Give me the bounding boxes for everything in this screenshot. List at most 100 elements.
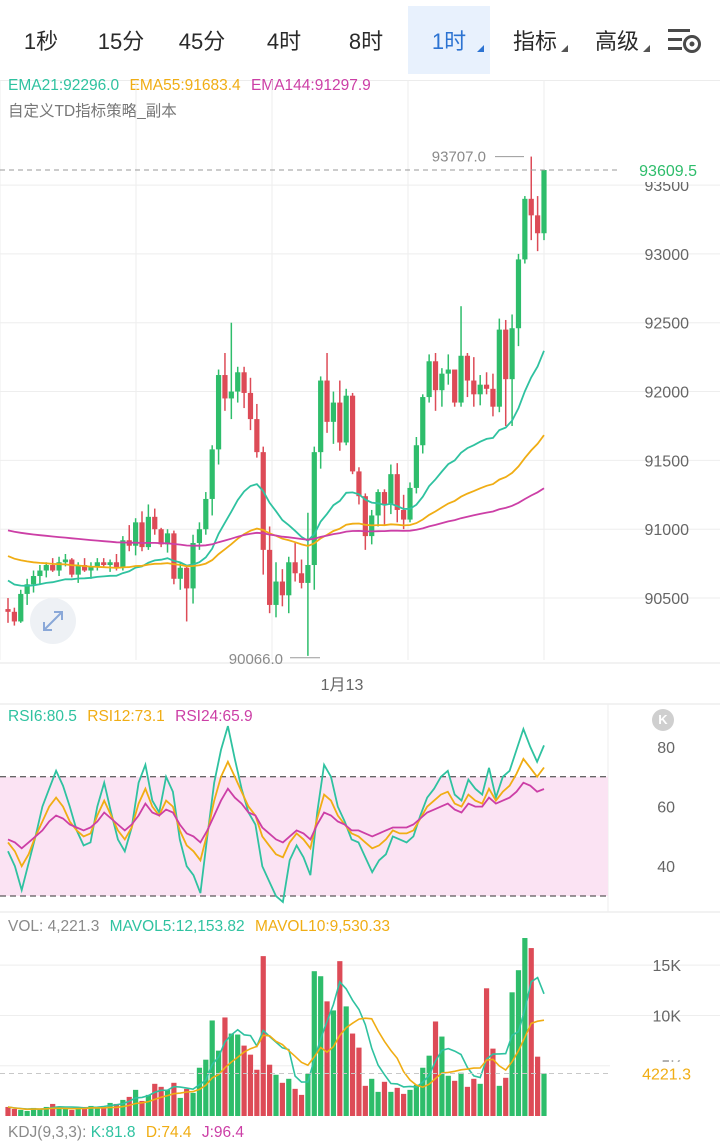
candle-body (477, 384, 483, 395)
candle-body (401, 509, 407, 520)
volume-bar (381, 1081, 388, 1116)
candles (5, 156, 547, 656)
volume-bar (458, 1072, 464, 1116)
kdj-j-value: J:96.4 (201, 1124, 245, 1141)
volume-bar (30, 1107, 37, 1116)
last-price-tag-bg (620, 157, 720, 182)
candle-body (413, 445, 419, 488)
candle-body (305, 565, 311, 583)
candle-body (43, 565, 49, 571)
candle-body (452, 369, 458, 403)
candle-body (471, 380, 477, 395)
volume-last-tag-bg (610, 1061, 720, 1086)
tab-45m[interactable]: 45分 (178, 29, 226, 54)
low-marker-label: 90066.0 (229, 651, 283, 668)
rsi-line-rsi12 (7, 757, 545, 869)
candle-body (445, 369, 451, 374)
rsi-tick-label: 40 (657, 859, 675, 876)
volume-bar (69, 1109, 75, 1116)
candle-body (541, 169, 547, 234)
volume-bar (5, 1106, 11, 1116)
candle-body (203, 498, 209, 530)
volume-bar (452, 1080, 458, 1116)
candle-body (241, 372, 247, 393)
dropdown-caret-icon (643, 45, 650, 52)
volume-bar (445, 1075, 451, 1116)
price-tick-label: 93000 (645, 247, 690, 264)
volume-bar (464, 1086, 471, 1116)
candle-body (292, 562, 298, 574)
volume-bar (177, 1097, 183, 1116)
price-tick-label: 92000 (645, 385, 690, 402)
candle-body (388, 474, 394, 505)
volume-ma-line-mavol10 (7, 1017, 545, 1111)
tab-advanced[interactable]: 高级 (578, 6, 656, 74)
candle-body (324, 380, 330, 422)
volume-bar (490, 1048, 496, 1116)
volume-bar (375, 1091, 381, 1116)
rsi-line-rsi6 (7, 725, 545, 904)
volume-bar (298, 1094, 305, 1116)
volume-bar (203, 1059, 209, 1116)
price-tick-label: 91500 (645, 453, 690, 470)
price-tick-label: 90500 (645, 591, 690, 608)
candle-body (5, 609, 11, 612)
volume-bar (120, 1099, 126, 1116)
candle-body (11, 611, 17, 622)
dropdown-caret-icon (477, 45, 484, 52)
rsi6-value: RSI6:80.5 (8, 708, 77, 725)
candle-body (318, 380, 324, 453)
price-tick-label: 91000 (645, 522, 690, 539)
volume-bar (388, 1091, 394, 1116)
last-price-tag: 93609.5 (639, 163, 697, 180)
volume-bar (11, 1108, 17, 1116)
volume-bar (24, 1110, 30, 1116)
candle-body (483, 384, 490, 389)
ema-lines (7, 350, 545, 587)
candle-body (509, 328, 515, 380)
candle-body (356, 471, 362, 497)
candle-body (37, 570, 43, 577)
mavol5-value: MAVOL5:12,153.82 (109, 918, 245, 935)
volume-bar (18, 1109, 24, 1116)
volume-bar (311, 971, 317, 1116)
volume-tick-label: 10K (653, 1008, 682, 1025)
volume-bar (43, 1106, 49, 1116)
candle-body (24, 584, 30, 594)
volume-bar (439, 1036, 445, 1116)
candle-body (69, 559, 75, 575)
tab-15m[interactable]: 15分 (97, 29, 145, 54)
candle-body (522, 198, 528, 260)
volume-bar (190, 1092, 196, 1116)
volume-bar (420, 1067, 426, 1116)
volume-bar (477, 1083, 483, 1116)
rsi-tick-label: 80 (657, 740, 675, 757)
candle-body (464, 355, 471, 381)
candle-body (426, 361, 432, 398)
chart-settings-icon[interactable] (666, 26, 702, 56)
tab-indicators[interactable]: 指标 (496, 6, 574, 74)
candle-body (94, 562, 100, 567)
candle-body (145, 516, 151, 548)
volume-tick-label: 15K (653, 958, 682, 975)
candle-body (503, 329, 509, 380)
volume-legend: VOL: 4,221.3 MAVOL5:12,153.82 MAVOL10:9,… (8, 918, 396, 936)
mavol10-value: MAVOL10:9,530.33 (254, 918, 390, 935)
volume-bar (139, 1100, 145, 1116)
candle-body (215, 375, 222, 450)
expand-chart-icon[interactable] (30, 598, 76, 644)
tab-4h[interactable]: 4时 (266, 29, 302, 54)
volume-bar (273, 1074, 279, 1116)
tab-8h[interactable]: 8时 (348, 29, 384, 54)
volume-last-tag: 4221.3 (642, 1067, 691, 1084)
candle-body (337, 402, 343, 443)
volume-bar (515, 970, 522, 1116)
tab-1h[interactable]: 1时 (408, 6, 490, 74)
candle-body (279, 581, 285, 596)
rsi-collapse-button[interactable]: K (652, 709, 674, 731)
volume-bar (279, 1082, 285, 1116)
x-axis-date-label: 1月13 (321, 677, 364, 694)
volume-bar (496, 1085, 502, 1116)
tab-1s[interactable]: 1秒 (23, 29, 59, 54)
